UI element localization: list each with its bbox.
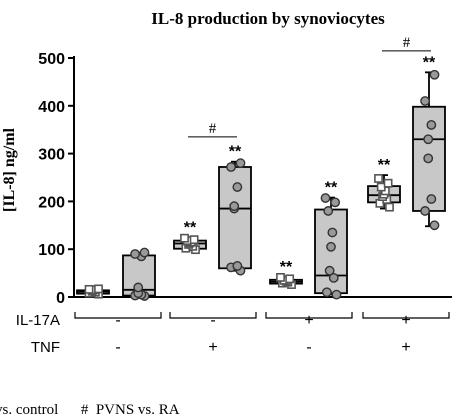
data-point — [324, 265, 335, 276]
tnf-sign: + — [208, 339, 217, 356]
chart-title: IL-8 production by synoviocytes — [151, 9, 385, 28]
data-point — [383, 178, 393, 188]
box-group — [122, 247, 156, 301]
condition-bracket — [74, 312, 162, 319]
data-point — [94, 284, 103, 294]
data-point — [374, 174, 383, 183]
data-point — [226, 162, 236, 172]
condition-bracket — [169, 312, 257, 319]
tnf-sign: - — [306, 339, 311, 356]
data-point — [180, 233, 189, 243]
y-tick-label: 100 — [38, 242, 65, 259]
data-point — [232, 182, 243, 192]
data-point — [232, 261, 243, 271]
tnf-sign: + — [401, 339, 410, 356]
data-point — [139, 247, 150, 258]
significance-marker: ** — [325, 180, 338, 197]
box-group: ** — [269, 259, 303, 289]
data-point — [426, 120, 437, 130]
data-point — [429, 220, 440, 231]
y-tick-label: 200 — [38, 194, 65, 211]
box-group: ** — [314, 180, 348, 300]
data-point — [385, 202, 394, 212]
data-point — [420, 96, 430, 106]
data-point — [429, 69, 440, 80]
bracket-label: # — [403, 35, 411, 51]
y-tick-label: 0 — [56, 290, 65, 307]
data-point — [235, 158, 246, 169]
il17a-sign: + — [401, 312, 410, 329]
plot-area: ** ** ** ** ** ** # # — [76, 35, 446, 301]
data-point — [426, 194, 437, 204]
y-tick-label: 500 — [38, 51, 65, 68]
y-tick-label: 400 — [38, 99, 65, 116]
condition-bracket — [265, 312, 353, 319]
data-point — [326, 241, 336, 252]
y-axis-label: [IL-8] ng/ml — [1, 127, 18, 212]
data-point — [84, 284, 94, 294]
row-label-tnf: TNF — [31, 339, 60, 356]
box-group — [76, 284, 110, 299]
tnf-sign: - — [115, 339, 120, 356]
data-point — [320, 193, 331, 203]
data-point — [423, 153, 434, 164]
data-point — [330, 197, 341, 208]
data-point — [285, 274, 295, 284]
data-point — [328, 272, 339, 283]
significance-marker: ** — [423, 54, 436, 71]
data-point — [189, 235, 199, 245]
significance-legend: vs. control # PVNS vs. RA — [0, 402, 180, 418]
bracket-label: # — [209, 121, 217, 137]
y-tick-label: 300 — [38, 147, 65, 164]
data-point — [323, 206, 334, 216]
condition-table: IL-17A TNF - - - + + - + + — [16, 312, 450, 356]
condition-bracket — [362, 312, 450, 319]
significance-marker: ** — [280, 259, 293, 276]
data-point — [420, 206, 430, 216]
significance-marker: ** — [184, 219, 197, 236]
data-point — [327, 227, 338, 238]
significance-marker: ** — [229, 144, 242, 161]
il17a-sign: - — [210, 312, 215, 329]
box-group: ** — [218, 144, 252, 276]
row-label-il17a: IL-17A — [16, 312, 60, 329]
data-point — [229, 201, 240, 212]
data-point — [331, 289, 342, 300]
box — [218, 166, 252, 270]
data-point — [423, 134, 434, 145]
il17a-sign: - — [115, 312, 120, 329]
box-group: ** — [412, 54, 446, 231]
box-group: ** — [173, 219, 207, 255]
data-point — [133, 282, 144, 293]
data-point — [276, 273, 285, 282]
significance-marker: ** — [378, 157, 391, 174]
box-group: ** — [367, 157, 401, 212]
data-point — [130, 249, 140, 259]
il17a-sign: + — [304, 312, 313, 329]
data-point — [321, 287, 332, 298]
